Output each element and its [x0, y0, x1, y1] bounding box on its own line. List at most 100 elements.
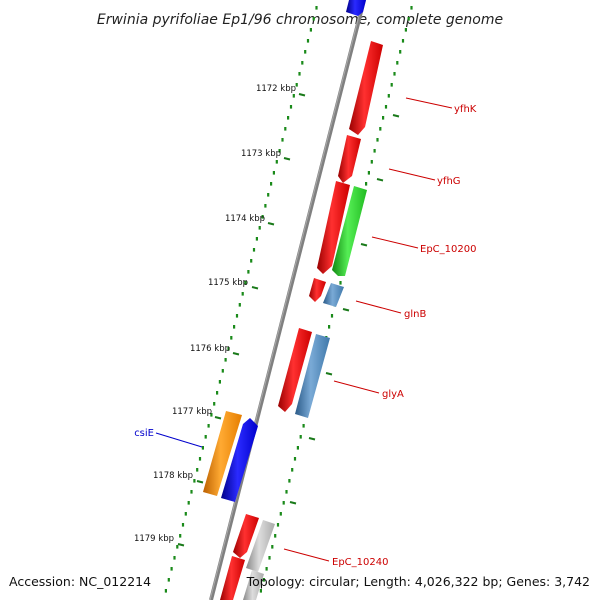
feature-red-1179[interactable] — [233, 514, 259, 558]
dotted-track-left — [187, 501, 190, 505]
tick-mark — [283, 157, 291, 161]
feature-gray-bottom[interactable] — [243, 570, 264, 600]
dotted-track-left — [218, 380, 221, 384]
leader-yfhG — [388, 168, 436, 181]
dotted-track-left — [244, 281, 247, 285]
dotted-track-right — [384, 105, 388, 109]
dotted-track-right — [276, 523, 280, 527]
dotted-track-right — [271, 545, 274, 549]
dotted-track-left — [235, 314, 239, 318]
dotted-track-left — [304, 50, 307, 54]
dotted-track-left — [238, 303, 241, 307]
dotted-track-left — [241, 292, 244, 296]
tick-mark — [251, 286, 259, 290]
feature-top-blue[interactable] — [346, 0, 366, 16]
dotted-track-right — [328, 325, 331, 329]
dotted-track-left — [281, 138, 284, 142]
dotted-track-left — [173, 556, 176, 560]
dotted-track-left — [255, 237, 258, 241]
dotted-track-left — [193, 479, 196, 483]
dotted-track-left — [176, 545, 179, 549]
tick-mark — [325, 372, 333, 376]
leader-EpC_10240 — [283, 548, 330, 562]
dotted-track-right — [390, 83, 393, 87]
kbp-label: 1175 kbp — [208, 278, 248, 288]
dotted-track-right — [265, 567, 268, 571]
feature-EpC_10200[interactable] — [332, 186, 367, 276]
kbp-label: 1178 kbp — [153, 471, 193, 481]
dotted-track-left — [230, 336, 233, 340]
gene-label-EpC_10200[interactable]: EpC_10200 — [420, 244, 476, 255]
dotted-track-left — [272, 171, 275, 175]
gene-label-yfhG[interactable]: yfhG — [437, 176, 461, 187]
dotted-track-left — [233, 325, 236, 329]
dotted-track-right — [282, 501, 285, 505]
dotted-track-left — [309, 28, 312, 32]
feature-red-1176[interactable] — [278, 328, 312, 412]
feature-csiE[interactable] — [221, 418, 258, 502]
tick-mark — [196, 480, 204, 484]
dotted-track-right — [407, 17, 410, 21]
feature-red-1175[interactable] — [309, 278, 326, 302]
dotted-track-left — [204, 435, 207, 439]
tick-mark — [232, 352, 240, 356]
gene-labels: yfhK yfhG EpC_10200 glnB glyA csiE EpC_1… — [134, 104, 477, 568]
dotted-track-right — [410, 6, 413, 10]
dotted-track-left — [250, 259, 253, 263]
dotted-track-right — [399, 50, 402, 54]
dotted-track-right — [259, 589, 262, 593]
dotted-track-right — [404, 28, 407, 32]
dotted-track-left — [167, 578, 170, 582]
kbp-label: 1176 kbp — [190, 344, 230, 354]
gene-label-yfhK[interactable]: yfhK — [454, 104, 477, 115]
accession-text: Accession: NC_012214 — [9, 574, 151, 589]
kbp-label: 1174 kbp — [225, 214, 265, 224]
dotted-track-left — [315, 6, 318, 10]
dotted-track-left — [258, 226, 261, 230]
dotted-track-right — [330, 314, 334, 318]
leader-glyA — [333, 380, 380, 394]
dotted-track-right — [379, 127, 382, 131]
kbp-label: 1172 kbp — [256, 84, 296, 94]
dotted-track-left — [213, 402, 216, 406]
dotted-track-right — [376, 138, 379, 142]
dotted-track-right — [387, 94, 390, 98]
dotted-track-left — [198, 457, 202, 461]
dotted-track-left — [184, 512, 187, 516]
dotted-track-left — [292, 94, 295, 98]
gene-label-csiE[interactable]: csiE — [134, 428, 154, 439]
dotted-track-left — [278, 149, 281, 153]
dotted-track-left — [210, 413, 213, 417]
dotted-track-right — [401, 39, 405, 43]
feature-yfhK[interactable] — [349, 41, 383, 135]
dotted-track-right — [279, 512, 282, 516]
feature-glyA[interactable] — [295, 334, 330, 418]
gene-label-EpC_10240[interactable]: EpC_10240 — [332, 557, 388, 568]
dotted-track-right — [274, 534, 277, 538]
gene-label-glnB[interactable]: glnB — [404, 309, 426, 320]
feature-glnB[interactable] — [323, 283, 344, 307]
feature-gray-EpC_10240[interactable] — [246, 520, 275, 572]
chromosome-backbone — [209, 0, 366, 600]
leader-EpC_10200 — [371, 236, 419, 249]
feature-red-1174[interactable] — [317, 181, 350, 274]
tick-mark — [214, 416, 222, 420]
gene-label-glyA[interactable]: glyA — [382, 389, 404, 400]
kbp-label: 1173 kbp — [241, 149, 281, 159]
dotted-track-left — [247, 270, 250, 274]
feature-yfhG[interactable] — [338, 135, 361, 183]
feature-red-bottom[interactable] — [220, 556, 245, 600]
dotted-track-left — [306, 39, 310, 43]
dotted-track-right — [365, 182, 368, 186]
dotted-track-left — [275, 160, 278, 164]
dotted-track-left — [224, 358, 227, 362]
dotted-track-left — [164, 589, 167, 593]
dotted-track-left — [312, 17, 315, 21]
leader-glnB — [355, 300, 402, 314]
dotted-track-right — [393, 72, 396, 76]
dotted-track-right — [367, 171, 370, 175]
dotted-track-left — [207, 424, 210, 428]
feature-orange-csiE[interactable] — [203, 411, 242, 496]
